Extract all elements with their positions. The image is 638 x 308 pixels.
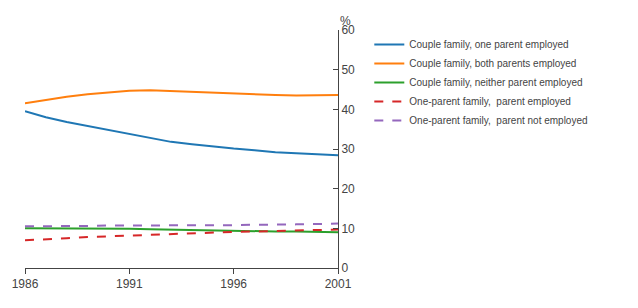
svg-text:10: 10 <box>341 222 355 236</box>
svg-text:One-parent family, parent emp: One-parent family, parent employed <box>409 96 571 107</box>
svg-text:50: 50 <box>341 63 355 77</box>
svg-text:Couple family, neither parent: Couple family, neither parent employed <box>409 77 582 88</box>
svg-text:One-parent family, parent not: One-parent family, parent not employed <box>409 115 587 126</box>
svg-text:30: 30 <box>341 142 355 156</box>
svg-text:0: 0 <box>341 261 348 275</box>
svg-text:%: % <box>340 14 351 28</box>
svg-text:Couple family, one parent empl: Couple family, one parent employed <box>409 39 568 50</box>
svg-text:1986: 1986 <box>12 277 39 291</box>
svg-text:20: 20 <box>341 182 355 196</box>
svg-text:2001: 2001 <box>325 277 352 291</box>
svg-text:1991: 1991 <box>116 277 143 291</box>
svg-text:40: 40 <box>341 103 355 117</box>
svg-text:60: 60 <box>341 23 355 37</box>
svg-text:Couple family, both parents em: Couple family, both parents employed <box>409 58 576 69</box>
svg-text:1996: 1996 <box>220 277 247 291</box>
